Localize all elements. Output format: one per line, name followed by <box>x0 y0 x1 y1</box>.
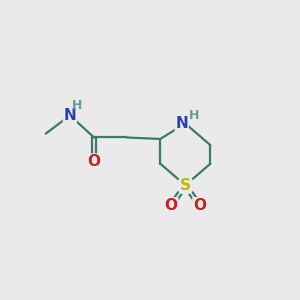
Text: H: H <box>72 100 83 112</box>
Text: N: N <box>64 108 76 123</box>
Text: N: N <box>176 116 188 131</box>
Text: S: S <box>180 178 191 193</box>
Text: O: O <box>165 198 178 213</box>
Text: H: H <box>188 109 199 122</box>
Text: O: O <box>88 154 100 169</box>
Text: O: O <box>193 198 206 213</box>
